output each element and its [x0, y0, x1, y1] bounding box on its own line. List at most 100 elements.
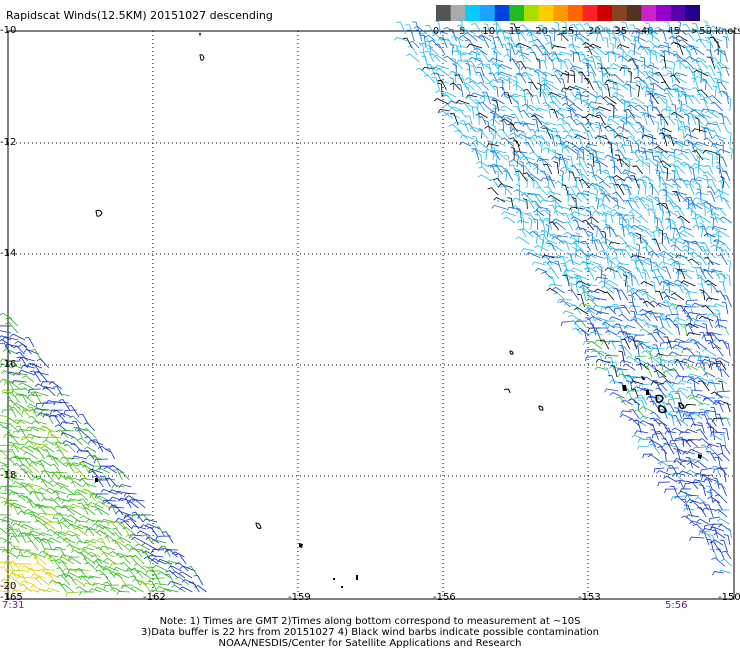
- wind-barb: [622, 169, 636, 175]
- latitude-label: -10: [0, 25, 17, 36]
- wind-barb: [700, 241, 710, 252]
- wind-barb: [710, 406, 717, 420]
- wind-barb: [65, 572, 81, 579]
- wind-barb: [548, 283, 563, 288]
- wind-barb: [553, 292, 566, 301]
- wind-barb: [676, 387, 689, 392]
- wind-barb: [663, 442, 675, 455]
- wind-barb: [449, 43, 454, 56]
- wind-map[interactable]: [0, 0, 740, 600]
- wind-barb: [696, 429, 708, 441]
- wind-barb: [594, 135, 608, 140]
- wind-barb: [683, 94, 694, 105]
- wind-barb: [45, 587, 60, 593]
- wind-barb: [621, 162, 637, 168]
- wind-barb: [686, 332, 701, 337]
- wind-barb: [640, 319, 650, 329]
- wind-barb: [463, 82, 475, 91]
- wind-barb: [658, 128, 664, 140]
- wind-barb: [575, 232, 580, 245]
- wind-barb: [49, 480, 62, 488]
- wind-barb: [713, 77, 720, 91]
- wind-barb: [515, 210, 531, 217]
- wind-barb: [53, 517, 63, 530]
- wind-barb: [122, 526, 137, 537]
- wind-barb: [712, 477, 720, 490]
- wind-barb: [538, 140, 543, 154]
- wind-barb: [509, 132, 524, 140]
- wind-barb: [635, 122, 645, 133]
- wind-barb: [675, 236, 691, 245]
- wind-barb: [500, 105, 513, 112]
- wind-barb: [526, 192, 541, 197]
- wind-barb: [658, 189, 674, 196]
- wind-barb: [491, 107, 506, 112]
- wind-barb: [70, 436, 83, 446]
- wind-barb: [705, 422, 712, 434]
- wind-barb: [520, 90, 526, 105]
- wind-barb: [702, 78, 707, 91]
- wind-barb: [717, 380, 724, 392]
- wind-barb: [653, 268, 665, 280]
- wind-barb: [709, 549, 718, 560]
- wind-barb: [673, 358, 685, 371]
- wind-barb: [585, 143, 598, 148]
- wind-barb: [704, 72, 716, 84]
- wind-barb: [641, 292, 657, 301]
- wind-barb: [695, 176, 710, 182]
- wind-barb: [572, 29, 578, 42]
- wind-barb: [168, 565, 182, 572]
- wind-barb: [0, 500, 13, 509]
- wind-barb: [648, 250, 660, 259]
- wind-barb: [31, 391, 42, 404]
- wind-barb: [61, 505, 75, 516]
- wind-barb: [533, 38, 546, 49]
- wind-barb: [710, 269, 723, 274]
- wind-barb: [0, 546, 10, 558]
- wind-barb: [662, 88, 674, 98]
- latitude-label: -12: [0, 137, 17, 148]
- wind-barb: [0, 527, 11, 537]
- wind-barb: [678, 411, 689, 420]
- wind-barb: [675, 107, 688, 112]
- wind-barb: [713, 239, 726, 245]
- wind-barb: [493, 71, 506, 77]
- wind-barb: [618, 345, 626, 357]
- wind-barb: [5, 380, 21, 390]
- wind-barb: [684, 494, 699, 499]
- wind-barb: [524, 199, 535, 210]
- wind-barb: [513, 31, 520, 42]
- wind-barb: [667, 464, 679, 476]
- wind-barb: [665, 313, 679, 320]
- wind-barb: [603, 291, 615, 301]
- wind-barb: [487, 140, 493, 154]
- wind-barb: [570, 304, 582, 315]
- wind-barb: [70, 480, 83, 488]
- wind-barb: [686, 312, 700, 317]
- wind-barb: [608, 260, 613, 273]
- wind-barb: [590, 55, 602, 63]
- wind-barb: [415, 29, 422, 42]
- wind-barb: [84, 436, 97, 446]
- wind-barb: [691, 412, 703, 420]
- wind-barb: [695, 38, 707, 49]
- wind-barb: [43, 552, 54, 565]
- wind-barb: [529, 230, 541, 238]
- wind-barb: [678, 431, 691, 436]
- wind-barb: [706, 340, 715, 350]
- wind-barb: [595, 28, 604, 42]
- island: [658, 405, 667, 414]
- wind-barb: [630, 316, 644, 322]
- wind-barb: [7, 434, 20, 446]
- colorbar-swatch: [626, 5, 642, 21]
- island: [199, 33, 201, 37]
- wind-barb: [130, 575, 141, 586]
- wind-barb: [7, 576, 22, 586]
- wind-barb: [0, 450, 13, 453]
- wind-barb: [546, 287, 558, 294]
- wind-barb: [108, 506, 125, 511]
- wind-barb: [510, 113, 522, 126]
- wind-barb: [681, 91, 687, 105]
- wind-barb: [709, 216, 715, 231]
- wind-barb: [483, 23, 491, 35]
